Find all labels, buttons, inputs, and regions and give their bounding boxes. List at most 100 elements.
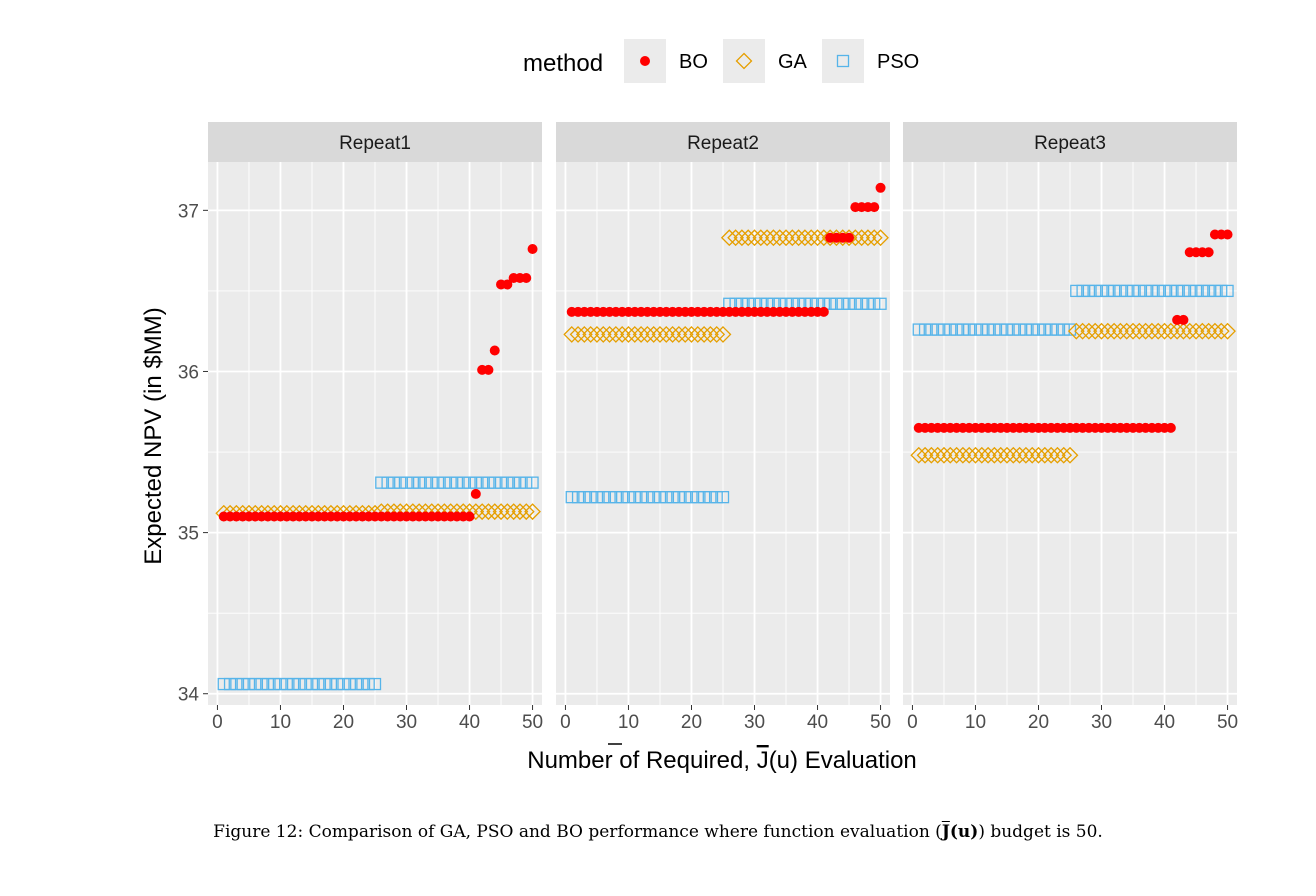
point-ga: [601, 325, 618, 343]
point-ga: [575, 325, 593, 343]
point-ga: [492, 503, 510, 521]
point-ga: [651, 325, 669, 343]
point-pso: [394, 476, 407, 489]
point-ga: [480, 503, 497, 521]
point-bo: [483, 364, 494, 375]
point-ga: [796, 229, 814, 247]
point-ga: [758, 229, 776, 247]
point-pso: [419, 476, 432, 489]
legend-item-bo: BO: [624, 39, 708, 83]
point-pso: [268, 677, 281, 691]
point-ga: [1200, 322, 1218, 340]
point-pso: [255, 677, 268, 691]
point-ga: [645, 325, 663, 343]
y-axis-label: Expected NPV (in $MM): [140, 307, 167, 564]
point-ga: [916, 446, 934, 464]
legend: method BO GA PSO: [523, 39, 919, 83]
x-tick-label: 30: [396, 712, 417, 733]
point-ga: [1004, 446, 1022, 464]
point-pso: [937, 323, 951, 336]
x-tick-label: 50: [870, 712, 891, 733]
point-ga: [998, 446, 1016, 464]
point-pso: [1145, 284, 1159, 298]
point-pso: [849, 297, 862, 310]
legend-key-background: [822, 39, 864, 83]
point-pso: [475, 476, 489, 489]
point-pso: [274, 677, 287, 691]
x-tick-label: 20: [681, 712, 702, 733]
point-pso: [1095, 284, 1108, 298]
point-ga: [941, 446, 959, 464]
point-pso: [406, 476, 419, 489]
x-tick-label: 20: [1028, 712, 1049, 733]
point-pso: [918, 323, 932, 336]
point-ga: [764, 229, 782, 247]
point-pso: [299, 677, 312, 691]
point-pso: [312, 677, 325, 691]
point-ga: [1030, 446, 1047, 464]
point-pso: [956, 323, 970, 336]
point-pso: [842, 297, 856, 310]
chart: method BO GA PSO Repeat1 0 10 20 30 40 50 34 35 36 37…: [140, 39, 1238, 774]
legend-key-ga: [735, 52, 753, 70]
point-pso: [609, 490, 623, 504]
y-tick-label: 34: [178, 685, 200, 706]
point-pso: [513, 476, 527, 489]
point-pso: [1063, 323, 1077, 336]
point-pso: [691, 490, 704, 504]
point-ga: [473, 503, 491, 521]
y-tick-label: 37: [178, 201, 199, 222]
point-ga: [1175, 322, 1192, 340]
point-pso: [685, 490, 698, 504]
point-ga: [746, 229, 763, 247]
panel-repeat3: Repeat3 0 10 20 30 40 50: [903, 122, 1238, 733]
point-ga: [563, 325, 581, 343]
point-pso: [469, 476, 482, 489]
point-ga: [701, 325, 719, 343]
point-ga: [1156, 322, 1173, 340]
point-ga: [859, 229, 877, 247]
point-pso: [647, 490, 660, 504]
point-pso: [337, 677, 350, 691]
point-ga: [960, 446, 978, 464]
panel-repeat1: Repeat1 0 10 20 30 40 50 34 35 36 37: [178, 122, 543, 733]
point-pso: [1007, 323, 1020, 336]
point-bo: [875, 182, 886, 193]
point-bo: [869, 202, 880, 213]
point-ga: [467, 503, 485, 521]
point-pso: [236, 677, 249, 691]
point-ga: [1080, 322, 1098, 340]
point-ga: [1048, 446, 1066, 464]
point-ga: [1099, 322, 1117, 340]
point-ga: [1067, 322, 1085, 340]
point-pso: [603, 490, 616, 504]
point-pso: [343, 677, 356, 691]
point-pso: [565, 490, 578, 504]
point-ga: [1187, 322, 1205, 340]
point-bo: [818, 306, 829, 317]
point-pso: [1044, 323, 1058, 336]
point-ga: [1181, 322, 1199, 340]
y-tick-label: 35: [178, 524, 199, 545]
point-pso: [578, 490, 591, 504]
point-pso: [349, 677, 363, 691]
point-ga: [865, 229, 883, 247]
panel-strip-title: Repeat1: [339, 133, 411, 154]
point-pso: [387, 476, 401, 489]
point-pso: [969, 323, 982, 336]
point-bo: [502, 279, 513, 290]
point-pso: [217, 677, 230, 691]
point-ga: [613, 325, 631, 343]
point-pso: [1152, 284, 1165, 298]
point-ga: [1017, 446, 1035, 464]
point-pso: [653, 490, 667, 504]
point-pso: [431, 476, 445, 489]
point-pso: [375, 476, 388, 489]
point-pso: [425, 476, 438, 489]
point-ga: [783, 229, 801, 247]
point-pso: [1208, 284, 1222, 298]
point-pso: [1114, 284, 1127, 298]
point-ga: [588, 325, 606, 343]
point-pso: [988, 323, 1001, 336]
point-pso: [963, 323, 976, 336]
